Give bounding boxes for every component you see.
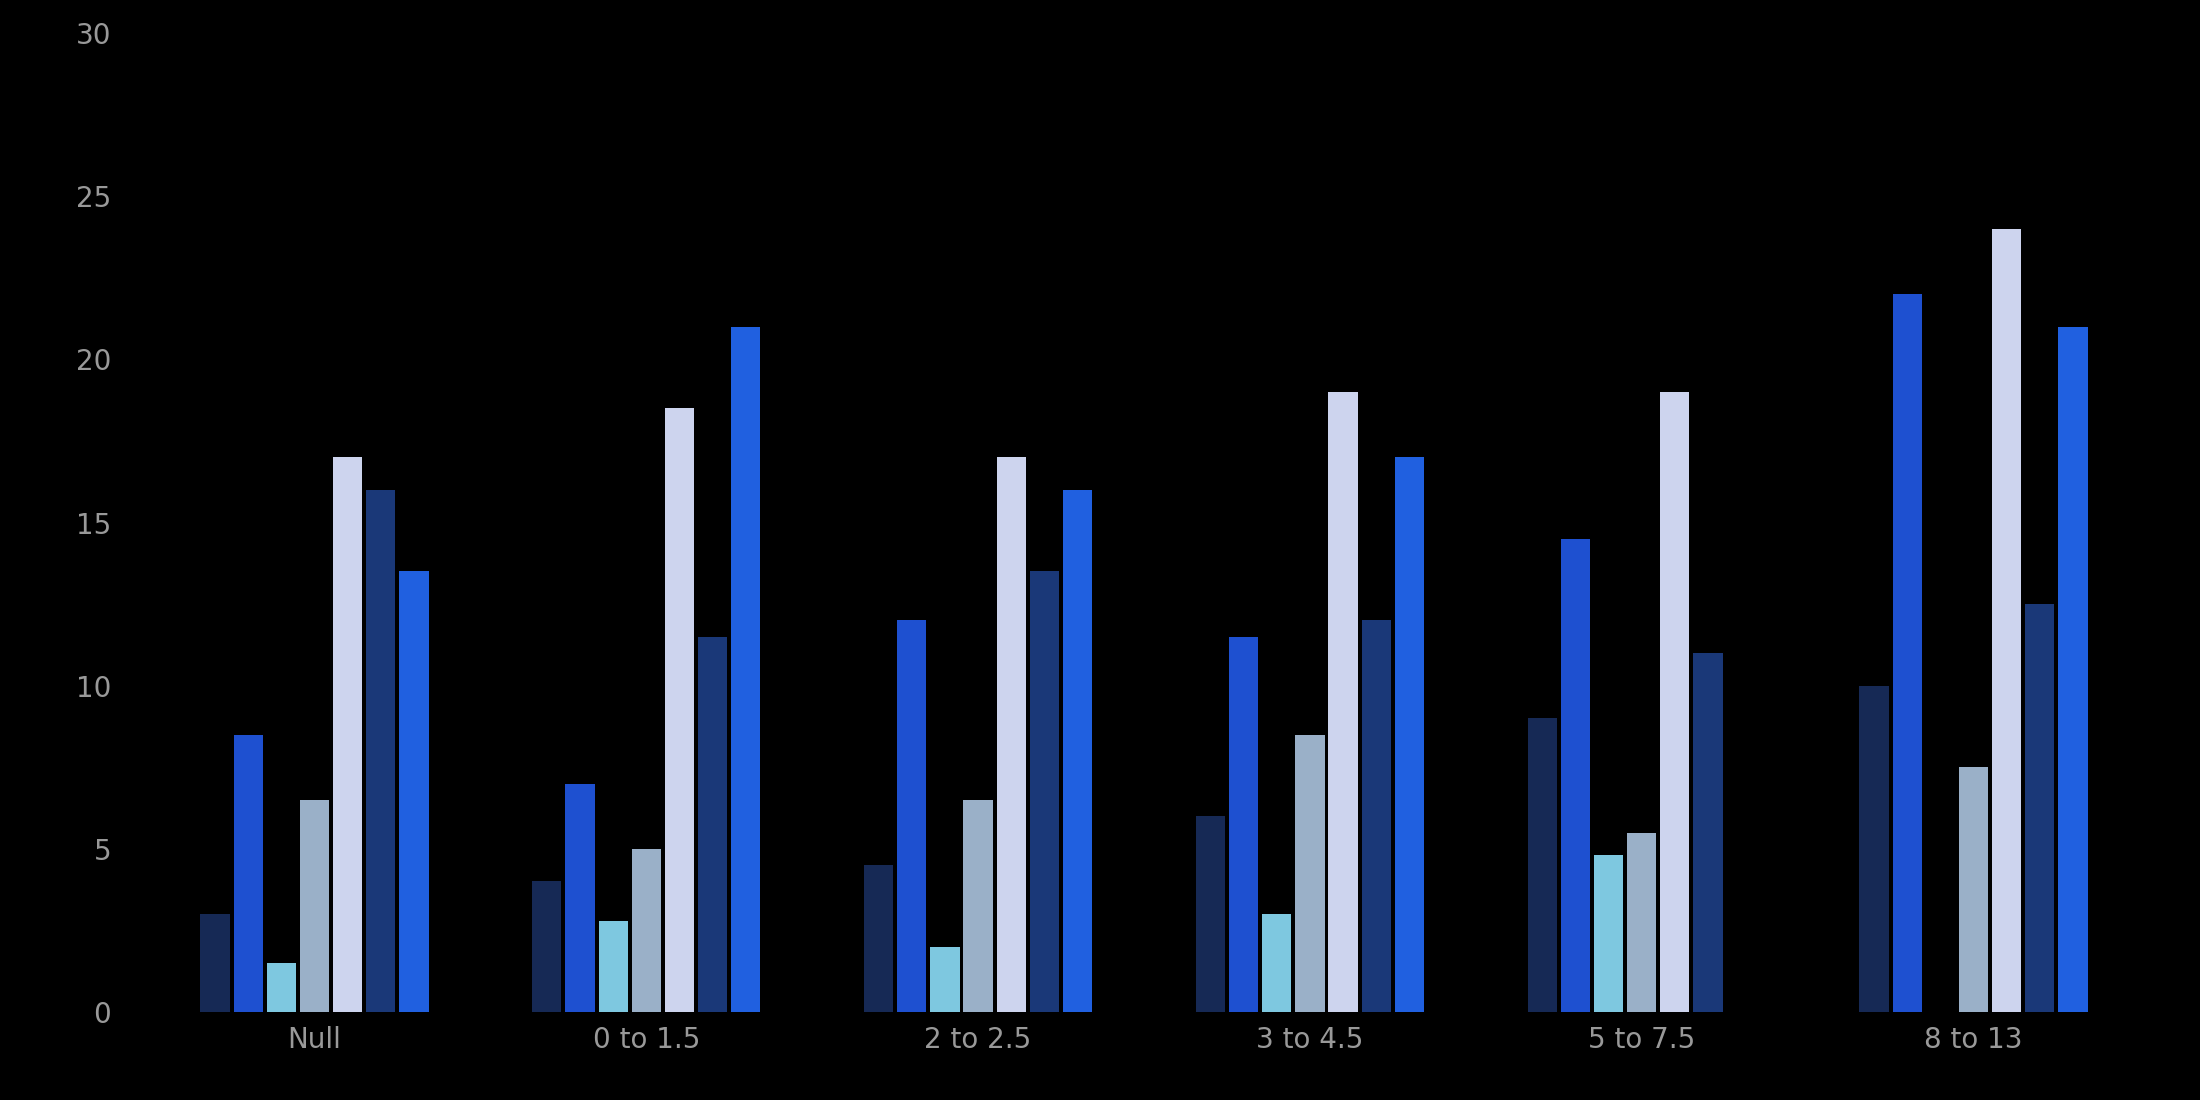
Bar: [233, 735, 262, 1012]
Bar: [931, 947, 959, 1012]
Bar: [532, 881, 561, 1012]
Bar: [1628, 833, 1657, 1012]
Bar: [1958, 768, 1989, 1012]
Bar: [1560, 539, 1591, 1012]
Bar: [1197, 816, 1225, 1012]
Bar: [730, 327, 761, 1012]
Bar: [1030, 572, 1058, 1012]
Bar: [898, 620, 926, 1012]
Bar: [1263, 914, 1291, 1012]
Bar: [1694, 653, 1723, 1012]
Bar: [1395, 458, 1423, 1012]
Bar: [1661, 392, 1690, 1012]
Bar: [631, 849, 660, 1012]
Bar: [200, 914, 229, 1012]
Bar: [266, 964, 297, 1012]
Bar: [2059, 327, 2088, 1012]
Bar: [400, 572, 429, 1012]
Bar: [964, 800, 992, 1012]
Bar: [332, 458, 363, 1012]
Bar: [1527, 718, 1558, 1012]
Bar: [1362, 620, 1390, 1012]
Bar: [598, 921, 627, 1012]
Bar: [1296, 735, 1324, 1012]
Bar: [1329, 392, 1357, 1012]
Bar: [1892, 294, 1923, 1012]
Bar: [1063, 490, 1091, 1012]
Bar: [565, 783, 594, 1012]
Bar: [697, 637, 728, 1012]
Bar: [1230, 637, 1258, 1012]
Bar: [365, 490, 396, 1012]
Bar: [664, 408, 693, 1012]
Bar: [1991, 229, 2022, 1012]
Bar: [1859, 685, 1888, 1012]
Bar: [1595, 856, 1624, 1012]
Bar: [2026, 604, 2055, 1012]
Bar: [865, 865, 893, 1012]
Bar: [997, 458, 1025, 1012]
Bar: [299, 800, 330, 1012]
